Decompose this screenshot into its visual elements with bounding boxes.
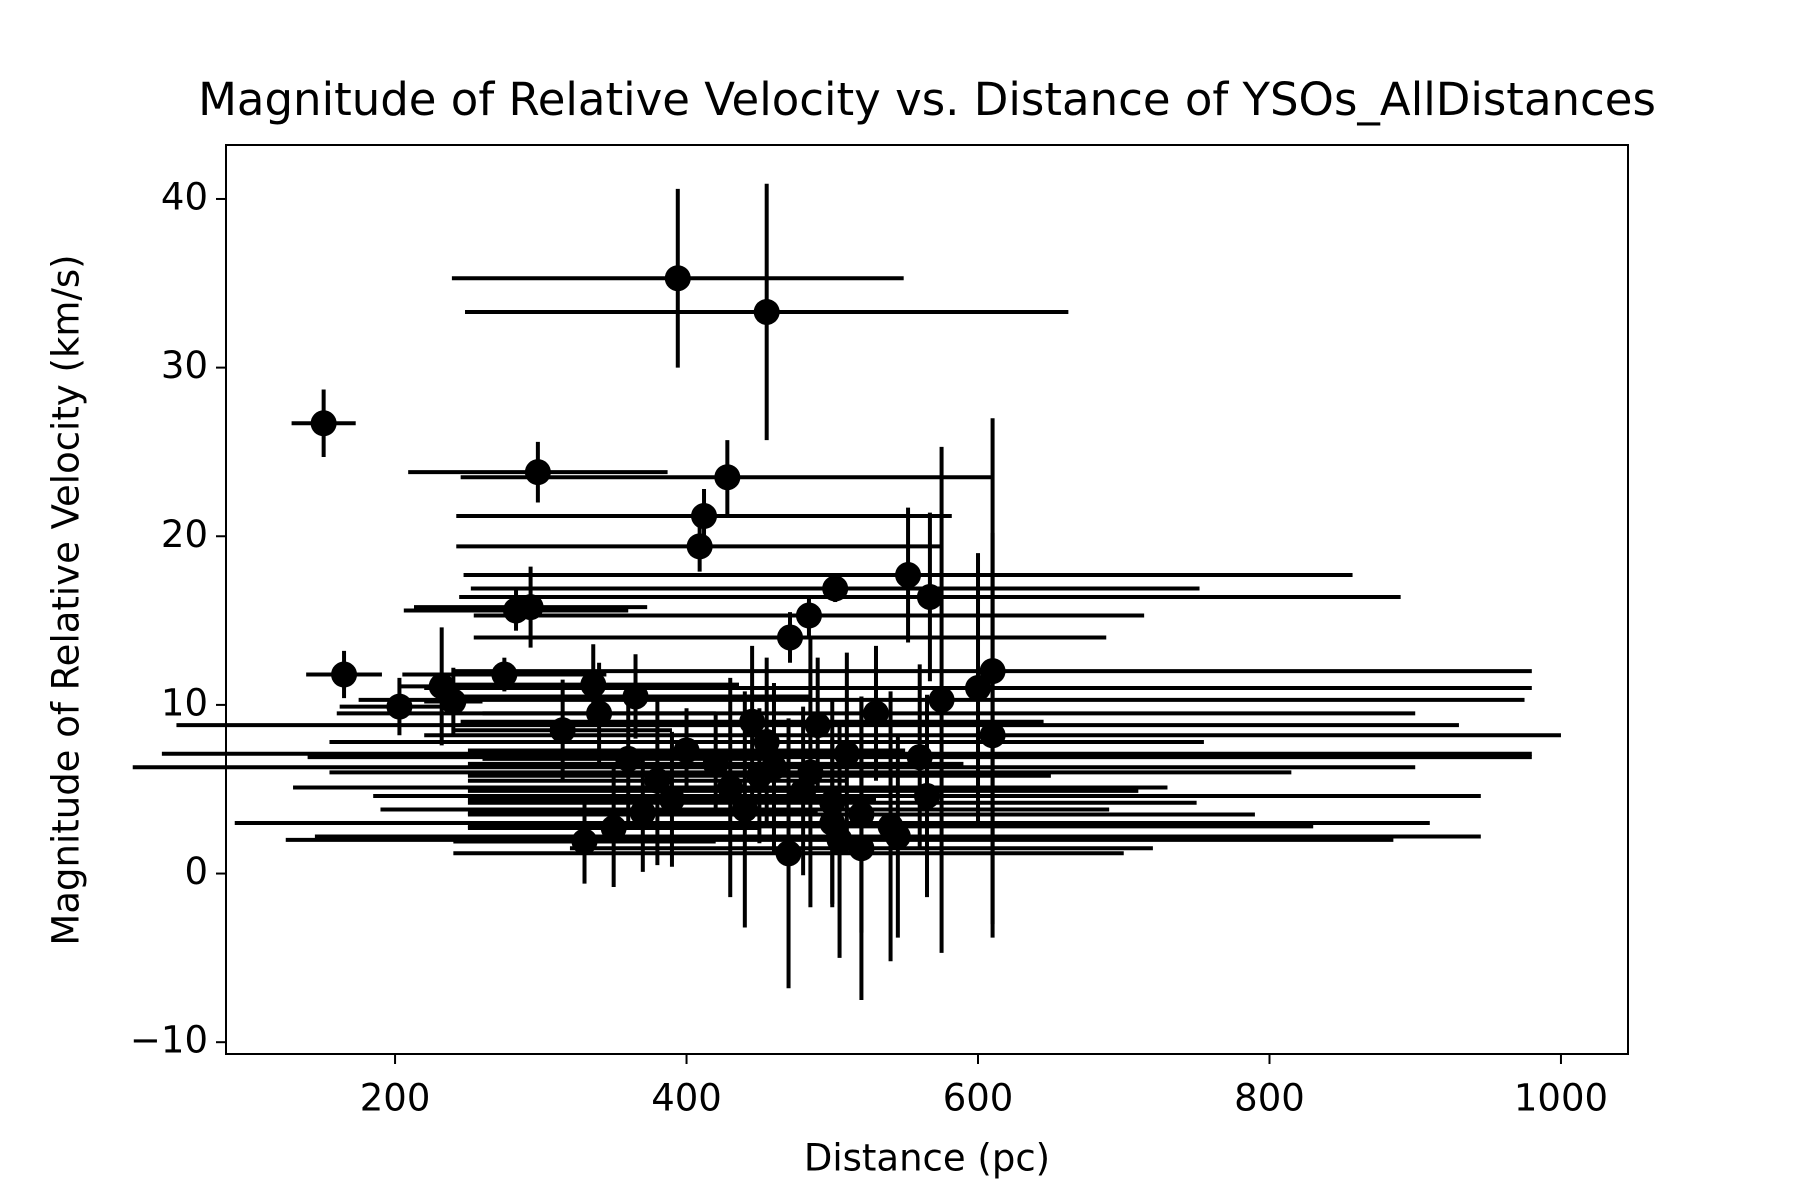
data-point [760,754,787,781]
data-point [549,717,576,744]
data-point [848,835,875,862]
data-point [884,823,911,850]
data-point [673,737,700,764]
x-axis-label: Distance (pc) [804,1137,1050,1180]
data-point [965,675,992,702]
data-point [644,767,671,794]
y-tick-label: 10 [161,681,208,724]
data-point [586,700,613,727]
data-point [615,745,642,772]
data-point [331,661,358,688]
data-point [440,688,467,715]
data-point [580,671,607,698]
x-tick-label: 400 [651,1077,722,1120]
data-point [753,729,780,756]
x-tick-label: 800 [1234,1077,1305,1120]
data-point [702,750,729,777]
data-point [833,740,860,767]
data-point [895,562,922,589]
y-axis-label: Magnitude of Relative Velocity (km/s) [45,254,88,945]
data-point [714,464,741,491]
data-point [928,686,955,713]
x-tick-label: 600 [943,1077,1014,1120]
y-tick-label: 40 [161,175,208,218]
data-point [753,298,780,325]
data-point [822,575,849,602]
data-point [906,744,933,771]
data-point [848,801,875,828]
data-point [862,700,889,727]
data-point [979,658,1006,685]
x-tick-label: 200 [360,1077,431,1120]
y-tick-label: −10 [130,1019,208,1062]
data-point [622,683,649,710]
data-point [717,774,744,801]
data-point [571,828,598,855]
data-point [914,782,940,809]
y-tick-label: 20 [161,513,208,556]
data-point [517,594,544,621]
data-point [691,503,718,530]
data-point [731,796,758,823]
data-point [777,624,804,651]
data-point [819,789,846,816]
data-point [797,759,824,786]
axes-frame [225,144,1629,1055]
data-point [658,786,685,813]
data-point [775,840,802,867]
chart-title: Magnitude of Relative Velocity vs. Dista… [198,73,1656,126]
data-point [524,459,551,486]
data-point [916,583,943,610]
y-tick-label: 30 [161,344,208,387]
data-point [310,410,337,437]
plot-area [132,183,1561,1001]
data-point [386,693,413,720]
data-point [804,712,831,739]
data-point [664,265,691,292]
data-point [491,661,518,688]
data-point [979,722,1006,749]
data-point [739,708,766,735]
x-tick-label: 1000 [1514,1077,1608,1120]
data-point [686,533,713,560]
data-point [795,602,822,629]
data-point [826,826,853,853]
data-point [600,815,627,842]
y-tick-label: 0 [184,850,208,893]
data-point [629,799,656,826]
